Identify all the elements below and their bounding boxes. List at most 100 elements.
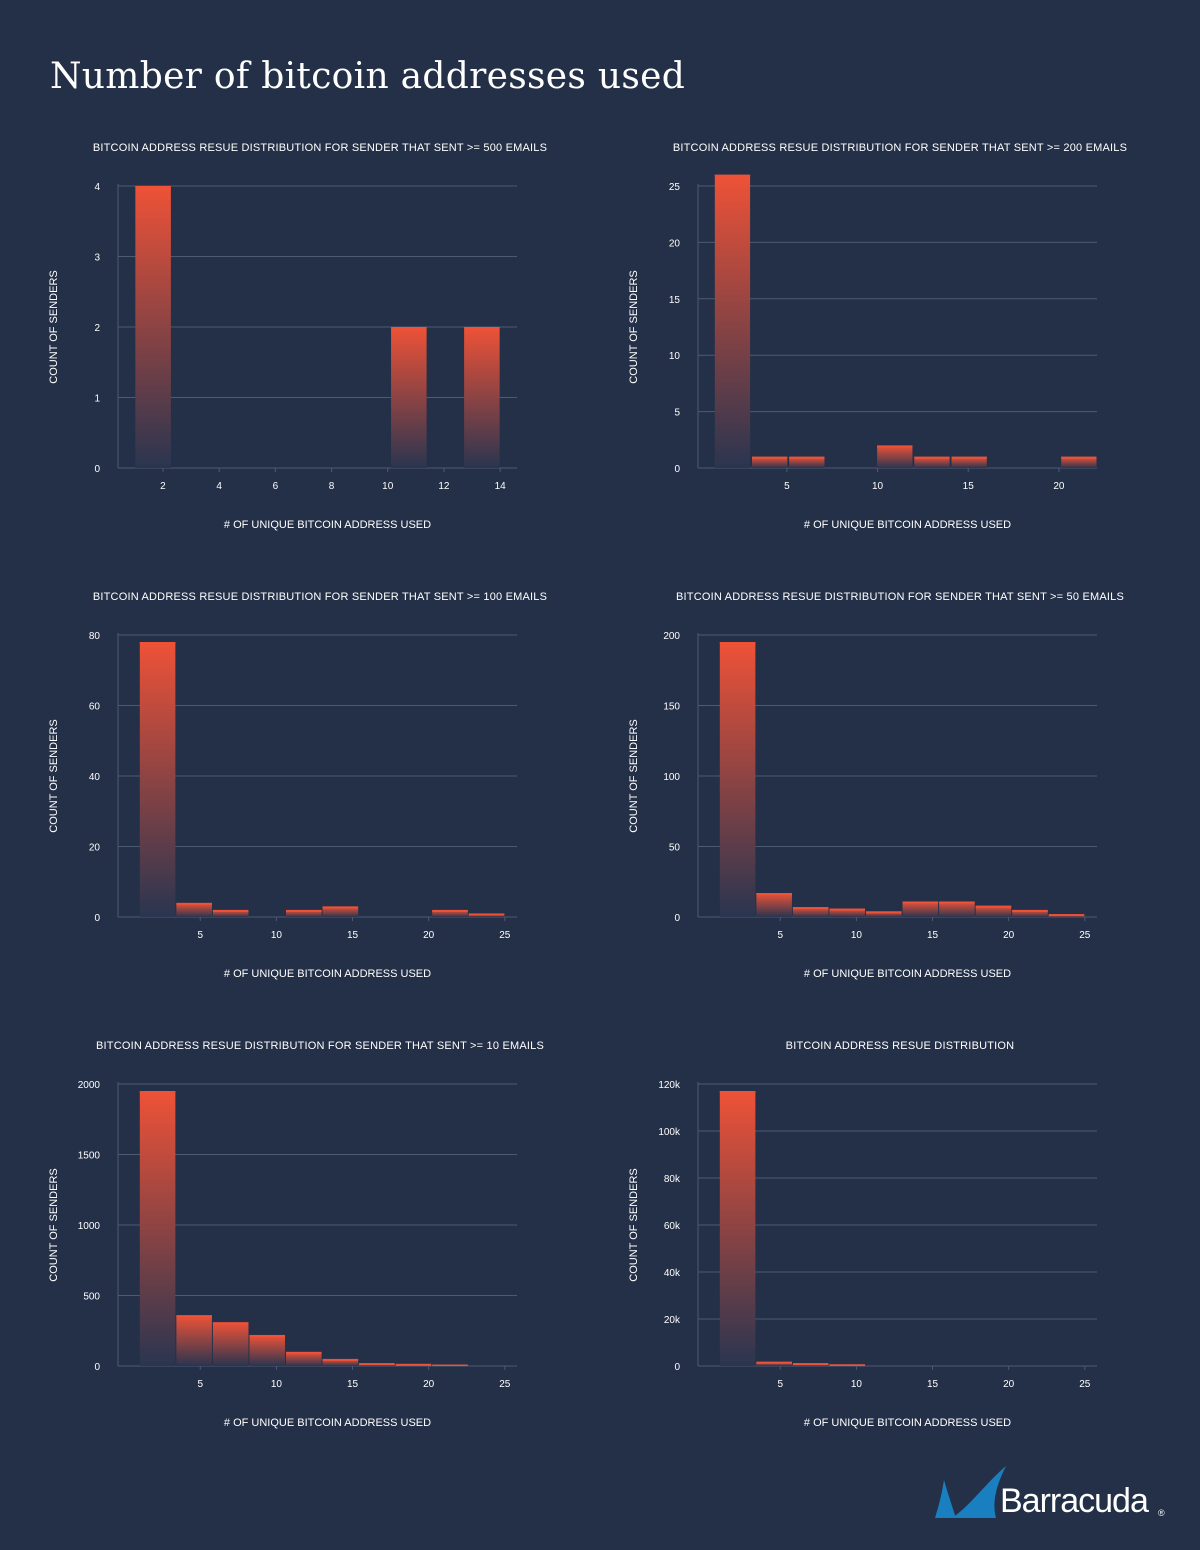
histogram-bar (914, 456, 950, 468)
y-tick-label: 0 (674, 1362, 680, 1373)
histogram-bar (139, 642, 176, 917)
chart-svg: 0 500 1000 1500 2000 5 10 15 20 25 # OF UNIQUE BIT… (48, 1080, 517, 1429)
x-axis-label: # OF UNIQUE BITCOIN ADDRESS USED (224, 1417, 431, 1429)
histogram-bar (212, 1322, 249, 1366)
page-title: Number of bitcoin addresses used (50, 56, 686, 97)
x-axis-label: # OF UNIQUE BITCOIN ADDRESS USED (224, 968, 431, 980)
x-tick-label: 14 (495, 481, 507, 492)
chart-panel-200-emails: BITCOIN ADDRESS RESUE DISTRIBUTION FOR S… (620, 0, 1180, 531)
histogram-bar-cap (951, 456, 987, 459)
x-axis-label: # OF UNIQUE BITCOIN ADDRESS USED (224, 519, 431, 531)
y-axis-label: COUNT OF SENDERS (48, 270, 60, 383)
histogram-bar (286, 909, 322, 917)
histogram-bar (719, 1091, 756, 1366)
x-tick-label: 4 (216, 481, 222, 492)
chart-title: BITCOIN ADDRESS RESUE DISTRIBUTION FOR S… (92, 591, 548, 603)
histogram-bar (176, 902, 212, 917)
histogram-bar (975, 905, 1012, 917)
histogram-bar (212, 909, 249, 917)
histogram-bar (139, 1091, 176, 1366)
x-tick-label: 12 (438, 481, 450, 492)
y-tick-label: 20 (669, 238, 681, 249)
histogram-bar (391, 327, 427, 468)
x-axis-label: # OF UNIQUE BITCOIN ADDRESS USED (804, 968, 1011, 980)
histogram-bar (714, 174, 751, 468)
x-tick-label: 8 (329, 481, 335, 492)
y-tick-label: 25 (669, 182, 681, 193)
y-tick-label: 120k (658, 1080, 681, 1091)
histogram-bar (176, 1315, 212, 1366)
histogram-bar-cap (902, 901, 939, 904)
x-tick-label: 15 (347, 1379, 359, 1390)
chart-panel-50-emails: BITCOIN ADDRESS RESUE DISTRIBUTION FOR S… (620, 449, 1180, 980)
y-tick-label: 10 (669, 351, 681, 362)
y-tick-label: 40 (89, 772, 101, 783)
x-tick-label: 10 (851, 1379, 863, 1390)
histogram-bar (902, 901, 939, 917)
y-tick-label: 150 (663, 702, 680, 713)
x-tick-label: 5 (777, 1379, 783, 1390)
histogram-bar-cap (464, 327, 500, 329)
y-tick-label: 20 (89, 843, 101, 854)
y-tick-label: 500 (83, 1292, 100, 1303)
histogram-bar (322, 906, 359, 917)
histogram-bar (756, 893, 792, 917)
histogram-bar-cap (939, 901, 975, 904)
y-tick-label: 0 (94, 1362, 100, 1373)
y-tick-label: 3 (94, 253, 100, 264)
chart-svg: 0 20k 40k 60k 80k 100k 120k 5 10 15 20 25 # OF UNIQU… (628, 1080, 1097, 1429)
histogram-bar-cap (866, 911, 902, 914)
histogram-bar-cap (432, 909, 468, 912)
histogram-bar-cap (829, 908, 866, 911)
histogram-bar (464, 327, 500, 468)
histogram-bar-cap (391, 327, 427, 329)
x-axis-label: # OF UNIQUE BITCOIN ADDRESS USED (804, 519, 1011, 531)
x-tick-label: 20 (1003, 1379, 1015, 1390)
histogram-bar-cap (176, 902, 212, 905)
histogram-bar (1061, 456, 1097, 468)
histogram-bar (951, 456, 987, 468)
histogram-bar (432, 909, 468, 917)
y-tick-label: 100k (658, 1127, 681, 1138)
y-tick-label: 80 (89, 631, 101, 642)
y-tick-label: 1000 (78, 1221, 101, 1232)
histogram-bar-cap (1048, 914, 1085, 917)
histogram-bar-cap (756, 1361, 792, 1364)
x-tick-label: 20 (1053, 481, 1065, 492)
y-tick-label: 2 (94, 323, 100, 334)
chart-title: BITCOIN ADDRESS RESUE DISTRIBUTION FOR S… (92, 142, 548, 154)
histogram-bar-cap (792, 907, 829, 910)
x-tick-label: 20 (423, 1379, 435, 1390)
x-tick-label: 10 (851, 930, 863, 941)
histogram-bar-cap (286, 909, 322, 912)
y-tick-label: 5 (674, 408, 680, 419)
y-tick-label: 0 (94, 464, 100, 475)
y-axis-label: COUNT OF SENDERS (48, 719, 60, 832)
histogram-bar-cap (176, 1315, 212, 1318)
x-tick-label: 25 (499, 1379, 511, 1390)
x-tick-label: 5 (197, 930, 203, 941)
histogram-bar-cap (829, 1364, 866, 1366)
y-tick-label: 1500 (78, 1151, 101, 1162)
chart-title: BITCOIN ADDRESS RESUE DISTRIBUTION FOR S… (96, 1040, 544, 1052)
x-tick-label: 10 (271, 1379, 283, 1390)
y-tick-label: 60 (89, 702, 101, 713)
histogram-bar-cap (139, 642, 176, 645)
x-tick-label: 5 (777, 930, 783, 941)
histogram-bar-cap (139, 1091, 176, 1094)
histogram-bar (866, 911, 902, 917)
y-tick-label: 40k (664, 1268, 681, 1279)
histogram-bar (322, 1358, 359, 1366)
histogram-bar-cap (468, 913, 505, 916)
histogram-bar (829, 908, 866, 917)
y-tick-label: 2000 (78, 1080, 101, 1091)
y-tick-label: 4 (94, 182, 100, 193)
histogram-bar-cap (359, 1363, 395, 1366)
y-tick-label: 1 (94, 394, 100, 405)
x-tick-label: 20 (423, 930, 435, 941)
x-tick-label: 5 (784, 481, 790, 492)
histogram-bar (792, 907, 829, 917)
x-tick-label: 5 (197, 1379, 203, 1390)
y-axis-label: COUNT OF SENDERS (628, 719, 640, 832)
histogram-bar (939, 901, 975, 917)
